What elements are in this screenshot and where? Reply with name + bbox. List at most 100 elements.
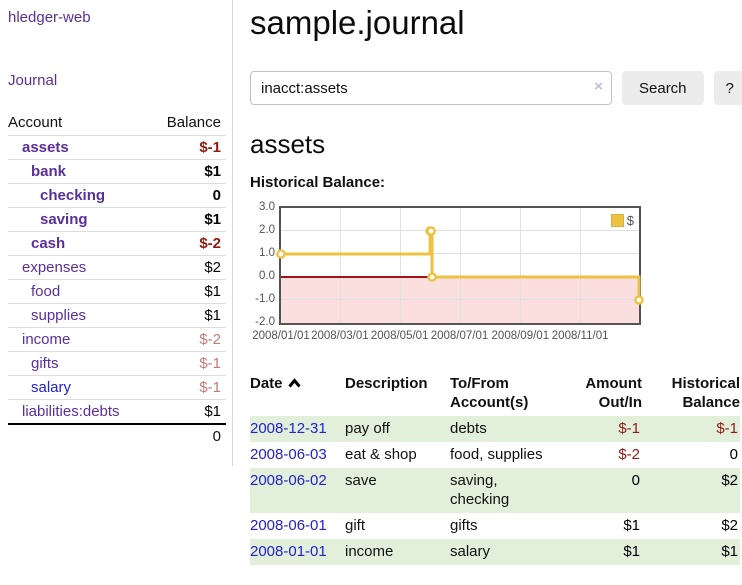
y-axis-label: 2.0 <box>259 224 275 236</box>
y-axis-label: -1.0 <box>255 293 275 305</box>
chart-gridline <box>580 208 582 323</box>
chart-gridline <box>520 208 522 323</box>
chart-point-marker <box>426 226 436 236</box>
account-link[interactable]: salary <box>31 379 72 396</box>
search-input[interactable] <box>250 71 612 105</box>
main-content: sample.journal × Search ? assets Histori… <box>233 0 742 585</box>
transaction-balance: $1 <box>721 543 738 560</box>
account-balance: $-1 <box>199 139 221 156</box>
search-box: × <box>250 71 612 105</box>
account-balance: 0 <box>212 187 221 204</box>
chart-series-line <box>276 226 644 305</box>
transaction-amount: $1 <box>623 543 640 560</box>
account-row: bank $1 <box>8 159 226 184</box>
account-link[interactable]: assets <box>22 139 69 156</box>
accounts-header-row: Account Balance <box>8 111 226 136</box>
account-row: cash $-2 <box>8 231 226 256</box>
help-button[interactable]: ? <box>713 71 742 105</box>
chart-legend: $ <box>610 213 634 228</box>
register-column-header: Date <box>250 372 345 416</box>
account-link[interactable]: cash <box>31 235 66 252</box>
account-row: food $1 <box>8 279 226 304</box>
transaction-accounts: food, supplies <box>450 446 543 463</box>
account-balance: $1 <box>204 307 221 324</box>
account-row: gifts $-1 <box>8 351 226 376</box>
register-row: 2008-06-03 eat & shop food, supplies $-2 0 <box>250 442 740 468</box>
x-axis-label: 2008/07/01 <box>430 330 489 342</box>
register-row: 2008-06-01 gift gifts $1 $2 <box>250 513 740 539</box>
account-row: supplies $1 <box>8 303 226 328</box>
register-table: Date Description To/From Account(s) Amount Ou… <box>250 372 740 565</box>
transaction-date-link[interactable]: 2008-06-03 <box>250 446 327 463</box>
transaction-accounts: gifts <box>450 517 478 534</box>
transaction-description: pay off <box>345 420 390 437</box>
balance-chart: $ 3.0 2.0 1.0 0.0 -1.0 -2.0 2008/01/01 2008/03/… <box>250 201 742 348</box>
transaction-date-link[interactable]: 2008-01-01 <box>250 543 327 560</box>
clear-search-icon[interactable]: × <box>594 78 603 95</box>
transaction-date-link[interactable]: 2008-06-01 <box>250 517 327 534</box>
transaction-accounts: saving, checking <box>450 472 510 508</box>
account-link[interactable]: supplies <box>31 307 87 324</box>
account-balance: $1 <box>204 283 221 300</box>
transaction-date-link[interactable]: 2008-12-31 <box>250 420 327 437</box>
account-row: liabilities:debts $1 <box>8 399 226 425</box>
account-balance: $-2 <box>199 331 221 348</box>
transaction-balance: 0 <box>729 446 738 463</box>
sidebar-item-journal[interactable]: Journal <box>8 72 58 89</box>
register-row: 2008-12-31 pay off debts $-1 $-1 <box>250 416 740 442</box>
register-header-row: Date Description To/From Account(s) Amount Ou… <box>250 372 740 416</box>
transaction-accounts: salary <box>450 543 491 560</box>
y-axis-label: 3.0 <box>259 201 275 213</box>
chart-gridline <box>459 208 461 323</box>
transaction-date-link[interactable]: 2008-06-02 <box>250 472 327 489</box>
account-link[interactable]: gifts <box>31 355 59 372</box>
accounts-total-value: 0 <box>212 428 221 445</box>
accounts-total-row: 0 <box>8 424 226 448</box>
transaction-amount: $-2 <box>618 446 640 463</box>
account-link[interactable]: saving <box>40 211 88 228</box>
brand-link[interactable]: hledger-web <box>8 9 91 26</box>
transaction-amount: $-1 <box>618 420 640 437</box>
transaction-amount: $1 <box>623 517 640 534</box>
accounts-table: Account Balance assets $-1 bank $1 checking 0… <box>8 111 226 448</box>
y-axis-label: 0.0 <box>259 270 275 282</box>
account-row: assets $-1 <box>8 135 226 160</box>
account-link[interactable]: bank <box>31 163 67 180</box>
search-button[interactable]: Search <box>622 71 704 105</box>
register-column-header: Amount Out/In <box>585 375 642 411</box>
account-link[interactable]: liabilities:debts <box>22 403 120 420</box>
account-link[interactable]: expenses <box>22 259 87 276</box>
x-axis-label: 2008/05/01 <box>370 330 429 342</box>
accounts-header-balance: Balance <box>166 114 221 131</box>
register-row: 2008-01-01 income salary $1 $1 <box>250 539 740 565</box>
legend-label: $ <box>626 213 634 228</box>
accounts-header-account: Account <box>8 114 63 131</box>
account-link[interactable]: income <box>22 331 71 348</box>
account-row: checking 0 <box>8 183 226 208</box>
sidebar: hledger-web Journal Account Balance asse… <box>0 0 233 466</box>
account-balance: $2 <box>204 259 221 276</box>
y-axis-label: 1.0 <box>259 247 275 259</box>
chart-gridline <box>399 208 401 323</box>
account-balance: $1 <box>204 403 221 420</box>
sort-ascending-icon <box>287 378 301 388</box>
transaction-balance: $2 <box>721 472 738 489</box>
account-balance: $1 <box>204 163 221 180</box>
account-row: income $-2 <box>8 327 226 352</box>
transaction-balance: $2 <box>721 517 738 534</box>
transaction-description: income <box>345 543 394 560</box>
account-balance: $-1 <box>199 355 221 372</box>
transaction-description: save <box>345 472 377 489</box>
account-balance: $-2 <box>199 235 221 252</box>
search-form: × Search ? <box>250 71 742 105</box>
legend-swatch <box>610 214 624 227</box>
transaction-description: eat & shop <box>345 446 417 463</box>
account-link[interactable]: food <box>31 283 61 300</box>
account-row: salary $-1 <box>8 375 226 400</box>
x-axis-label: 2008/09/01 <box>491 330 550 342</box>
x-axis-label: 2008/01/01 <box>252 330 310 342</box>
transaction-amount: 0 <box>631 472 640 489</box>
account-link[interactable]: checking <box>40 187 106 204</box>
transaction-balance: $-1 <box>716 420 738 437</box>
